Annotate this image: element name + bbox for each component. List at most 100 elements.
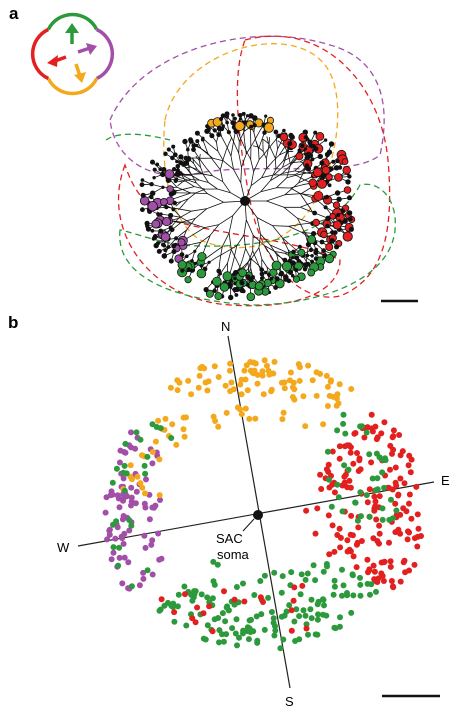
legend-arc-purple	[95, 27, 115, 81]
varicosity	[347, 216, 353, 222]
scatter-point	[320, 611, 326, 618]
scatter-point	[253, 613, 260, 620]
varicosity	[264, 270, 268, 275]
scatter-point	[123, 493, 130, 500]
scatter-point	[350, 592, 357, 599]
varicosity	[264, 114, 268, 118]
varicosity	[163, 248, 167, 252]
varicosity	[310, 157, 315, 162]
varicosity	[150, 228, 155, 233]
varicosity	[335, 159, 340, 164]
scatter-point	[271, 632, 278, 639]
scatter-point	[144, 453, 151, 460]
dendrite-segment	[273, 167, 283, 176]
varicosity	[273, 129, 279, 135]
scatter-point	[395, 492, 402, 499]
varicosity	[311, 231, 317, 237]
varicosity	[332, 220, 342, 230]
varicosity	[347, 195, 352, 201]
dendrite-segment	[290, 184, 303, 189]
scatter-point	[303, 507, 310, 514]
scatter-point	[315, 611, 321, 618]
dendrite-segment	[269, 244, 278, 256]
varicosity	[222, 271, 233, 282]
scatter-point	[120, 540, 127, 547]
scatter-point	[320, 421, 327, 428]
dendrite-segment	[192, 167, 202, 175]
scatter-point	[120, 475, 127, 482]
scatter-point	[116, 554, 123, 561]
panel-label-a: a	[9, 4, 19, 23]
varicosity	[312, 218, 321, 227]
dendrite-segment	[266, 200, 285, 208]
scatter-point	[123, 470, 130, 477]
scatter-point	[182, 591, 188, 598]
varicosity	[241, 289, 246, 294]
scatter-point	[374, 475, 381, 482]
dendrite-segment	[220, 262, 228, 274]
dendrite-segment	[191, 208, 208, 212]
varicosity	[199, 264, 204, 268]
scatter-point	[158, 596, 165, 603]
varicosity	[175, 168, 181, 173]
varicosity	[238, 268, 247, 278]
varicosity	[228, 294, 234, 301]
scatter-point	[364, 556, 371, 563]
varicosity	[291, 256, 295, 260]
scatter-point	[346, 546, 353, 553]
varicosity	[214, 292, 223, 301]
varicosity	[345, 179, 351, 185]
scatter-point	[240, 580, 246, 587]
varicosity	[307, 234, 317, 244]
scatter-point	[299, 582, 306, 589]
varicosity	[171, 249, 177, 255]
scatter-point	[214, 561, 221, 568]
varicosity	[193, 249, 197, 253]
varicosity	[297, 244, 302, 249]
varicosity	[319, 160, 325, 166]
scatter-point	[258, 611, 265, 618]
dendrite-segment	[182, 179, 191, 183]
scatter-point	[333, 402, 340, 409]
scatter-point	[286, 602, 293, 609]
scatter-point	[344, 537, 351, 544]
dendrite-segment	[185, 186, 195, 190]
scatter-point	[248, 616, 254, 623]
dendrite-segment	[243, 219, 247, 236]
varicosity	[172, 167, 177, 172]
dendrite-segment	[204, 151, 213, 159]
dendrite-segment	[258, 247, 263, 260]
scatter-point	[380, 559, 387, 566]
direction-west: W	[57, 540, 70, 555]
scatter-point	[149, 537, 156, 544]
dendrite-segment	[201, 161, 207, 169]
scatter-point	[336, 525, 343, 532]
varicosity	[249, 124, 254, 129]
varicosity	[310, 143, 316, 149]
varicosity	[327, 183, 332, 188]
scatter-point	[320, 568, 327, 575]
scatter-point	[337, 534, 344, 541]
arrow-up-icon	[65, 23, 79, 44]
scatter-point	[188, 391, 195, 398]
varicosity	[331, 159, 336, 164]
panel-label-b: b	[8, 313, 19, 332]
scatter-point	[337, 544, 344, 551]
scatter-point	[192, 619, 199, 626]
dendrite-segment	[208, 182, 218, 190]
scatter-point	[116, 504, 123, 511]
scatter-point	[247, 367, 254, 374]
scatter-point	[237, 406, 243, 413]
dendrite-segment	[260, 187, 277, 193]
scatter-point	[157, 606, 164, 613]
scatter-point	[142, 544, 149, 551]
scatter-point	[331, 583, 338, 590]
varicosity	[302, 267, 308, 272]
varicosity	[205, 289, 214, 298]
dendrite-segment	[270, 173, 283, 181]
dendrite-segment	[177, 208, 192, 212]
scatter-point	[347, 449, 354, 456]
scatter-point	[382, 455, 388, 462]
varicosity	[166, 185, 174, 193]
